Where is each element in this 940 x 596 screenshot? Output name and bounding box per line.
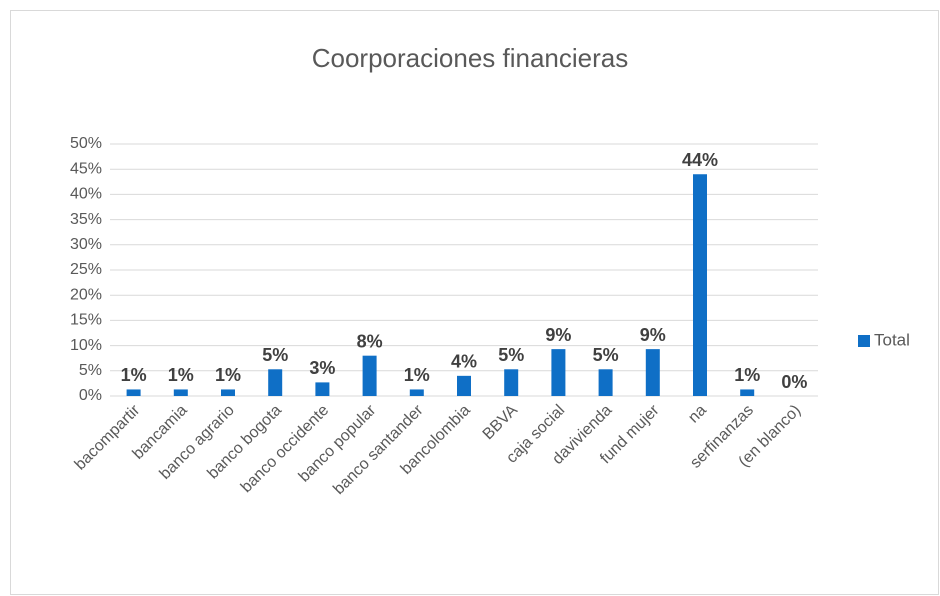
legend-swatch: [858, 335, 870, 347]
bar: [409, 389, 424, 396]
bar: [173, 389, 188, 396]
data-label: 1%: [404, 365, 430, 385]
data-label: 4%: [451, 352, 477, 372]
bar: [693, 174, 707, 396]
bar: [645, 349, 660, 396]
y-tick-label: 15%: [70, 312, 102, 329]
y-tick-label: 30%: [70, 236, 102, 253]
data-label: 1%: [215, 365, 241, 385]
data-label: 3%: [309, 358, 335, 378]
y-tick-label: 40%: [70, 186, 102, 203]
y-tick-label: 45%: [70, 160, 102, 177]
y-tick-label: 5%: [79, 362, 102, 379]
chart-border: [10, 10, 939, 595]
data-label: 9%: [545, 325, 571, 345]
y-tick-label: 20%: [70, 286, 102, 303]
bar: [551, 349, 566, 396]
data-label: 9%: [640, 325, 666, 345]
data-label: 1%: [168, 365, 194, 385]
y-tick-label: 25%: [70, 261, 102, 278]
data-label: 1%: [121, 365, 147, 385]
data-label: 44%: [682, 150, 718, 170]
data-label: 5%: [262, 345, 288, 365]
bar: [504, 369, 519, 396]
bar: [315, 382, 330, 396]
bar: [740, 389, 755, 396]
data-label: 5%: [498, 345, 524, 365]
data-label: 0%: [781, 372, 807, 392]
legend-label: Total: [874, 330, 910, 349]
bar: [362, 355, 377, 396]
bar: [126, 389, 141, 396]
data-label: 1%: [734, 365, 760, 385]
bar: [268, 369, 283, 396]
y-tick-label: 35%: [70, 211, 102, 228]
y-tick-label: 50%: [70, 135, 102, 152]
y-tick-label: 10%: [70, 337, 102, 354]
bar: [457, 375, 471, 396]
bar: [598, 369, 613, 396]
data-label: 8%: [357, 331, 383, 351]
data-label: 5%: [593, 345, 619, 365]
bar: [221, 389, 235, 396]
y-tick-label: 0%: [79, 387, 102, 404]
chart-title: Coorporaciones financieras: [312, 43, 629, 73]
